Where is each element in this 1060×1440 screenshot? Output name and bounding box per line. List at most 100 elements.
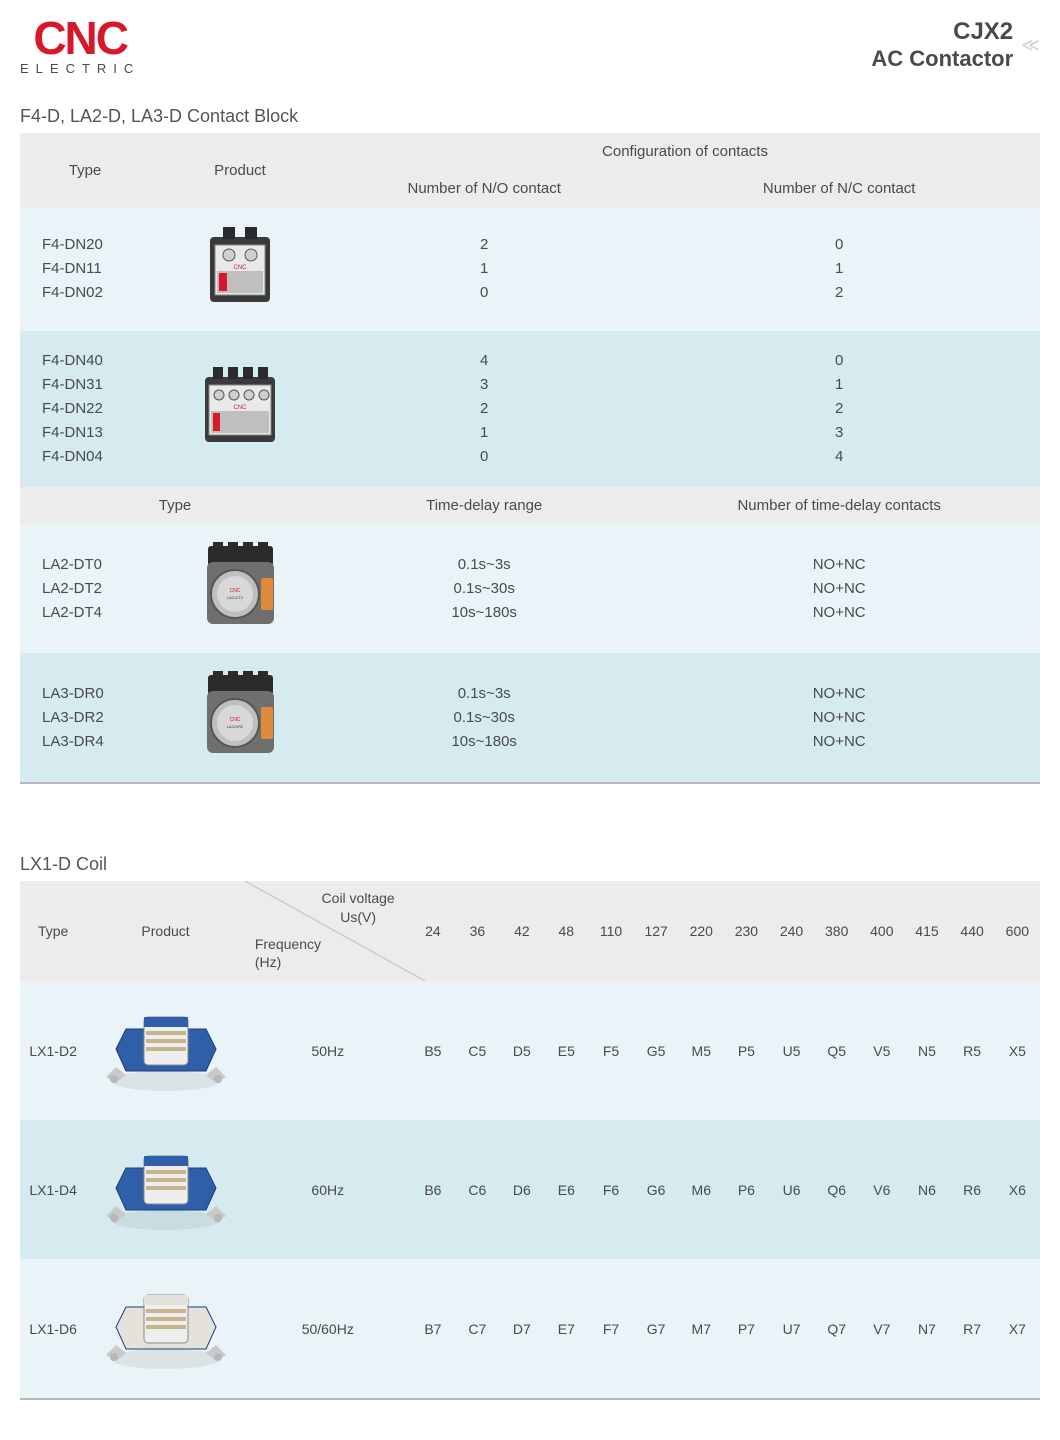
cell-product xyxy=(86,1120,245,1259)
th-volt: 42 xyxy=(500,881,545,981)
cell-code: X5 xyxy=(995,981,1040,1120)
logo-main: CNC xyxy=(33,18,127,59)
cell-code: F6 xyxy=(589,1120,634,1259)
cell-no: 210 xyxy=(330,207,638,331)
svg-text:CNC: CNC xyxy=(229,717,240,723)
cell-code: D6 xyxy=(500,1120,545,1259)
svg-text:CNC: CNC xyxy=(234,405,248,411)
cell-code: N6 xyxy=(904,1120,949,1259)
coil-icon xyxy=(96,1277,236,1377)
cell-code: C6 xyxy=(455,1120,500,1259)
cell-code: F7 xyxy=(589,1259,634,1399)
cell-code: N7 xyxy=(904,1259,949,1399)
cell-code: V5 xyxy=(859,981,904,1120)
table-row: LX1-D6 50/60HzB7C7D7E7F7G7M7P7U7Q7V7N7R7… xyxy=(20,1259,1040,1399)
cell-code: F5 xyxy=(589,981,634,1120)
cell-code: P5 xyxy=(724,981,769,1120)
cell-code: U7 xyxy=(769,1259,814,1399)
cell-types: LA3-DR0LA3-DR2LA3-DR4 xyxy=(20,653,150,783)
diag-lower: Frequency(Hz) xyxy=(255,935,321,971)
table-row: LX1-D2 50HzB5C5D5E5F5G5M5P5U5Q5V5N5R5X5 xyxy=(20,981,1040,1120)
th-type-2: Type xyxy=(20,487,330,524)
cell-no: 43210 xyxy=(330,331,638,487)
cell-product xyxy=(86,981,245,1120)
table-row: F4-DN40F4-DN31F4-DN22F4-DN13F4-DN04 CNC xyxy=(20,331,1040,487)
contact-block-table: Type Product Configuration of contacts N… xyxy=(20,133,1040,784)
diag-upper: Coil voltageUs(V) xyxy=(322,889,395,925)
cell-code: E5 xyxy=(544,981,588,1120)
product-name: AC Contactor xyxy=(871,46,1013,72)
th-type: Type xyxy=(20,133,150,207)
th-volt: 220 xyxy=(679,881,724,981)
table-row: LA3-DR0LA3-DR2LA3-DR4 CNC LA3-DR2 0.1s~3… xyxy=(20,653,1040,783)
cell-frequency: 50Hz xyxy=(245,981,411,1120)
th-volt: 110 xyxy=(589,881,634,981)
cell-code: C7 xyxy=(455,1259,500,1399)
cell-code: Q5 xyxy=(814,981,859,1120)
cell-product: CNC LA3-DR2 xyxy=(150,653,330,783)
cell-code: V6 xyxy=(859,1120,904,1259)
cell-code: R7 xyxy=(950,1259,995,1399)
logo-block: CNC ELECTRIC xyxy=(20,18,140,76)
page-header: CNC ELECTRIC CJX2 AC Contactor ≪ xyxy=(20,18,1040,76)
cell-code: B5 xyxy=(411,981,455,1120)
table-row: F4-DN20F4-DN11F4-DN02 CNC 210 012 xyxy=(20,207,1040,331)
cell-code: E7 xyxy=(544,1259,588,1399)
cell-product xyxy=(86,1259,245,1399)
contact-block-4pole-icon: CNC xyxy=(195,357,285,457)
th-volt: 240 xyxy=(769,881,814,981)
svg-text:LA3-DR2: LA3-DR2 xyxy=(226,724,243,729)
cell-code: G7 xyxy=(634,1259,679,1399)
th-product: Product xyxy=(150,133,330,207)
cell-type: LX1-D4 xyxy=(20,1120,86,1259)
cell-types: F4-DN40F4-DN31F4-DN22F4-DN13F4-DN04 xyxy=(20,331,150,487)
cell-type: LX1-D6 xyxy=(20,1259,86,1399)
th-volt: 415 xyxy=(904,881,949,981)
cell-code: Q7 xyxy=(814,1259,859,1399)
th-volt: 127 xyxy=(634,881,679,981)
cell-code: U5 xyxy=(769,981,814,1120)
contact-block-2pole-icon: CNC xyxy=(195,217,285,317)
coil-icon xyxy=(96,1138,236,1238)
th-nc-contact: Number of N/C contact xyxy=(638,170,1040,207)
cell-contacts: NO+NCNO+NCNO+NC xyxy=(638,653,1040,783)
cell-range: 0.1s~3s0.1s~30s10s~180s xyxy=(330,524,638,653)
cell-product: CNC xyxy=(150,331,330,487)
cell-nc: 012 xyxy=(638,207,1040,331)
cell-code: D5 xyxy=(500,981,545,1120)
th-volt: 36 xyxy=(455,881,500,981)
svg-text:CNC: CNC xyxy=(229,588,240,594)
cell-frequency: 50/60Hz xyxy=(245,1259,411,1399)
th-diagonal: Coil voltageUs(V) Frequency(Hz) xyxy=(245,881,411,981)
cell-code: X6 xyxy=(995,1120,1040,1259)
cell-type: LX1-D2 xyxy=(20,981,86,1120)
svg-text:CNC: CNC xyxy=(234,265,248,271)
cell-contacts: NO+NCNO+NCNO+NC xyxy=(638,524,1040,653)
cell-product: CNC LA2-DT2 xyxy=(150,524,330,653)
cell-code: C5 xyxy=(455,981,500,1120)
product-code: CJX2 xyxy=(871,18,1013,46)
cell-code: M6 xyxy=(679,1120,724,1259)
svg-text:LA2-DT2: LA2-DT2 xyxy=(226,595,243,600)
nav-arrow-icon: ≪ xyxy=(1021,35,1040,56)
cell-code: M5 xyxy=(679,981,724,1120)
th-volt: 600 xyxy=(995,881,1040,981)
coil-title: LX1-D Coil xyxy=(20,854,1040,875)
logo-sub: ELECTRIC xyxy=(20,61,140,76)
cell-code: V7 xyxy=(859,1259,904,1399)
cell-code: M7 xyxy=(679,1259,724,1399)
title-block: CJX2 AC Contactor ≪ xyxy=(871,18,1040,72)
th-config: Configuration of contacts xyxy=(330,133,1040,170)
cell-code: P6 xyxy=(724,1120,769,1259)
cell-code: B7 xyxy=(411,1259,455,1399)
cell-code: E6 xyxy=(544,1120,588,1259)
cell-code: N5 xyxy=(904,981,949,1120)
cell-code: P7 xyxy=(724,1259,769,1399)
cell-code: G5 xyxy=(634,981,679,1120)
table-row: LX1-D4 60HzB6C6D6E6F6G6M6P6U6Q6V6N6R6X6 xyxy=(20,1120,1040,1259)
cell-code: G6 xyxy=(634,1120,679,1259)
th-volt: 230 xyxy=(724,881,769,981)
th-volt: 440 xyxy=(950,881,995,981)
th-product: Product xyxy=(86,881,245,981)
contact-block-title: F4-D, LA2-D, LA3-D Contact Block xyxy=(20,106,1040,127)
